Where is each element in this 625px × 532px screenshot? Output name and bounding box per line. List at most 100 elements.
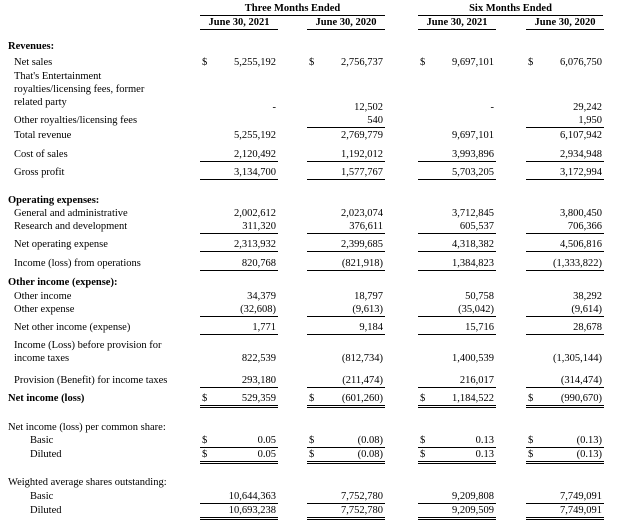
value-cell: 2,769,779 [307, 129, 385, 142]
value-cell: $ (0.13) [526, 434, 604, 448]
value-cell: 822,539 [200, 352, 278, 365]
value-cell: $6,076,750 [526, 56, 604, 69]
value-cell: 34,379 [200, 290, 278, 303]
row-label: Basic [30, 435, 54, 446]
row-label: Basic [30, 491, 54, 502]
value: 12,502 [354, 102, 383, 113]
value-cell: 9,184 [307, 321, 385, 335]
value-cell: 7,752,780 [307, 504, 385, 520]
value-cell: 1,771 [200, 321, 278, 335]
value-cell: (314,474) [526, 374, 604, 388]
value: (812,734) [341, 353, 383, 364]
value: (211,474) [342, 375, 383, 386]
currency-symbol: $ [202, 57, 208, 68]
column-group: Three Months Ended [200, 2, 385, 16]
value-cell: 38,292 [526, 290, 604, 303]
value: (32,608) [240, 304, 276, 315]
value-cell: - [418, 101, 496, 114]
value-cell: 1,950 [526, 114, 604, 128]
value-cell: 3,172,994 [526, 166, 604, 180]
value: (601,260) [341, 393, 383, 404]
value: 5,255,192 [234, 130, 276, 141]
value-cell: 216,017 [418, 374, 496, 388]
row-label: Gross profit [14, 167, 65, 178]
value-cell: 2,313,932 [200, 238, 278, 252]
value: 0.13 [475, 449, 494, 460]
row-label: Diluted [30, 505, 62, 516]
value-cell: 3,993,896 [418, 148, 496, 162]
value: (0.08) [357, 449, 383, 460]
row-label: General and administrative [14, 208, 128, 219]
value: 1,577,767 [341, 167, 383, 178]
value: 311,320 [242, 221, 276, 232]
row-label: Net sales [14, 57, 53, 68]
value-cell: (211,474) [307, 374, 385, 388]
value: 1,184,522 [452, 393, 494, 404]
currency-symbol: $ [420, 393, 426, 404]
row-label: Provision (Benefit) for income taxes [14, 375, 168, 386]
value-cell: 293,180 [200, 374, 278, 388]
value-cell: 10,693,238 [200, 504, 278, 520]
value-cell: $0.05 [200, 448, 278, 464]
value: (9,614) [571, 304, 602, 315]
value: 3,172,994 [560, 167, 602, 178]
value-cell: 2,399,685 [307, 238, 385, 252]
value: 50,758 [465, 291, 494, 302]
value-cell: $0.13 [418, 448, 496, 464]
value-cell: 50,758 [418, 290, 496, 303]
value: 10,644,363 [228, 491, 276, 502]
value-cell: 3,134,700 [200, 166, 278, 180]
value: 0.05 [257, 449, 276, 460]
value: (35,042) [458, 304, 494, 315]
value-cell: - [200, 101, 278, 114]
row-label: Cost of sales [14, 149, 68, 160]
value: 4,506,816 [560, 239, 602, 250]
value-cell: 7,752,780 [307, 490, 385, 504]
value-cell: 5,255,192 [200, 129, 278, 142]
value-cell: 9,209,808 [418, 490, 496, 504]
value: 0.13 [475, 435, 494, 446]
value-cell: $ (601,260) [307, 392, 385, 408]
row-label: Other income [14, 291, 72, 302]
value: 2,934,948 [560, 149, 602, 160]
value: 7,752,780 [341, 491, 383, 502]
column-header: June 30, 2020 [526, 16, 604, 30]
value: 2,769,779 [341, 130, 383, 141]
value: 3,134,700 [234, 167, 276, 178]
row-label: Research and development [14, 221, 128, 232]
value-cell: 605,537 [418, 220, 496, 234]
value-cell: 540 [307, 114, 385, 128]
value-cell: 376,611 [307, 220, 385, 234]
row-label: Other royalties/licensing fees [14, 115, 138, 126]
value: 3,800,450 [560, 208, 602, 219]
value: 3,712,845 [452, 208, 494, 219]
currency-symbol: $ [528, 449, 534, 460]
value: 2,756,737 [341, 57, 383, 68]
column-header: June 30, 2021 [418, 16, 496, 30]
value: 216,017 [459, 375, 494, 386]
value-cell: 7,749,091 [526, 490, 604, 504]
row-label: Income (Loss) before provision for incom… [14, 340, 162, 364]
currency-symbol: $ [202, 449, 208, 460]
row-label: Net income (loss) [8, 393, 85, 404]
value: 529,359 [241, 393, 276, 404]
value: 1,192,012 [341, 149, 383, 160]
value-cell: $0.05 [200, 434, 278, 448]
value-cell: $ (990,670) [526, 392, 604, 408]
value: 7,749,091 [560, 491, 602, 502]
value-cell: 1,384,823 [418, 257, 496, 271]
value-cell: (9,613) [307, 303, 385, 317]
value: 9,697,101 [452, 57, 494, 68]
value: - [490, 102, 495, 113]
value: 28,678 [573, 322, 602, 333]
value-cell: (1,305,144) [526, 352, 604, 365]
value: (0.13) [576, 435, 602, 446]
value: - [272, 102, 277, 113]
column-header: June 30, 2021 [200, 16, 278, 30]
row-label: Other expense [14, 304, 75, 315]
currency-symbol: $ [309, 393, 315, 404]
value: (821,918) [341, 258, 383, 269]
value-cell: 9,697,101 [418, 129, 496, 142]
currency-symbol: $ [528, 57, 534, 68]
